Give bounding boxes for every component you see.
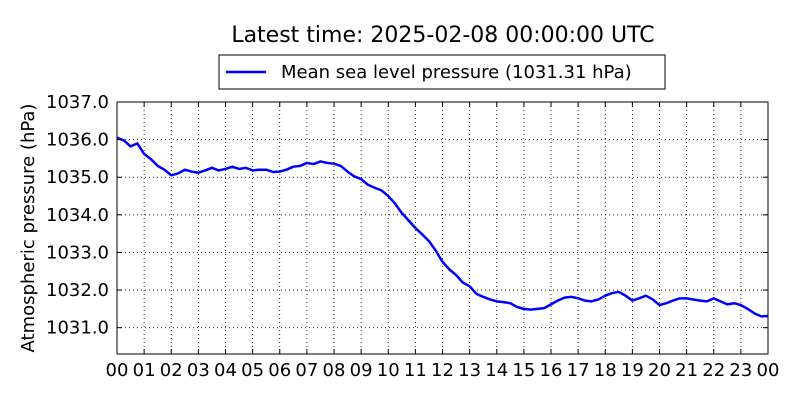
y-tick-label: 1031.0 (46, 318, 109, 339)
x-tick-label: 00 (757, 360, 780, 381)
tick-marks (116, 101, 769, 354)
x-tick-label: 10 (377, 360, 400, 381)
x-tick-label: 11 (404, 360, 427, 381)
legend-box (218, 54, 666, 90)
legend: Mean sea level pressure (1031.31 hPa) (218, 54, 666, 90)
x-tick-label: 07 (295, 360, 318, 381)
x-tick-label: 21 (675, 360, 698, 381)
x-tick-label: 16 (540, 360, 563, 381)
x-tick-label: 23 (729, 360, 752, 381)
x-tick-label: 14 (485, 360, 508, 381)
x-tick-label: 03 (187, 360, 210, 381)
x-tick-label: 20 (648, 360, 671, 381)
x-tick-label: 17 (567, 360, 590, 381)
x-tick-label: 01 (133, 360, 156, 381)
x-tick-label: 15 (512, 360, 535, 381)
x-tick-label: 09 (350, 360, 373, 381)
x-tick-label: 18 (594, 360, 617, 381)
legend-entry-label: Mean sea level pressure (1031.31 hPa) (281, 62, 632, 83)
y-tick-label: 1036.0 (46, 130, 109, 151)
y-tick-label: 1034.0 (46, 205, 109, 226)
x-tick-label: 06 (268, 360, 291, 381)
y-tick-labels: 1031.0 1032.0 1033.0 1034.0 1035.0 1036.0 1037… (46, 92, 109, 339)
y-tick-label: 1033.0 (46, 242, 109, 263)
x-tick-label: 02 (160, 360, 183, 381)
series-layer (116, 136, 769, 318)
x-tick-labels: 00 01 02 03 04 05 06 07 08 09 10 11 12 13 14 15 16 17 18 19… (106, 360, 780, 381)
x-tick-label: 08 (323, 360, 346, 381)
y-tick-label: 1032.0 (46, 280, 109, 301)
y-tick-label: 1037.0 (46, 92, 109, 113)
x-tick-label: 00 (106, 360, 129, 381)
x-tick-label: 19 (621, 360, 644, 381)
x-tick-label: 22 (702, 360, 725, 381)
x-tick-label: 05 (241, 360, 264, 381)
y-tick-label: 1035.0 (46, 167, 109, 188)
y-axis-label: Atmospheric pressure (hPa) (18, 104, 39, 353)
x-tick-label: 13 (458, 360, 481, 381)
chart-title: Latest time: 2025-02-08 00:00:00 UTC (231, 23, 654, 48)
x-tick-label: 12 (431, 360, 454, 381)
x-tick-label: 04 (214, 360, 237, 381)
series-line-0 (116, 136, 769, 318)
plot-area (117, 102, 768, 354)
